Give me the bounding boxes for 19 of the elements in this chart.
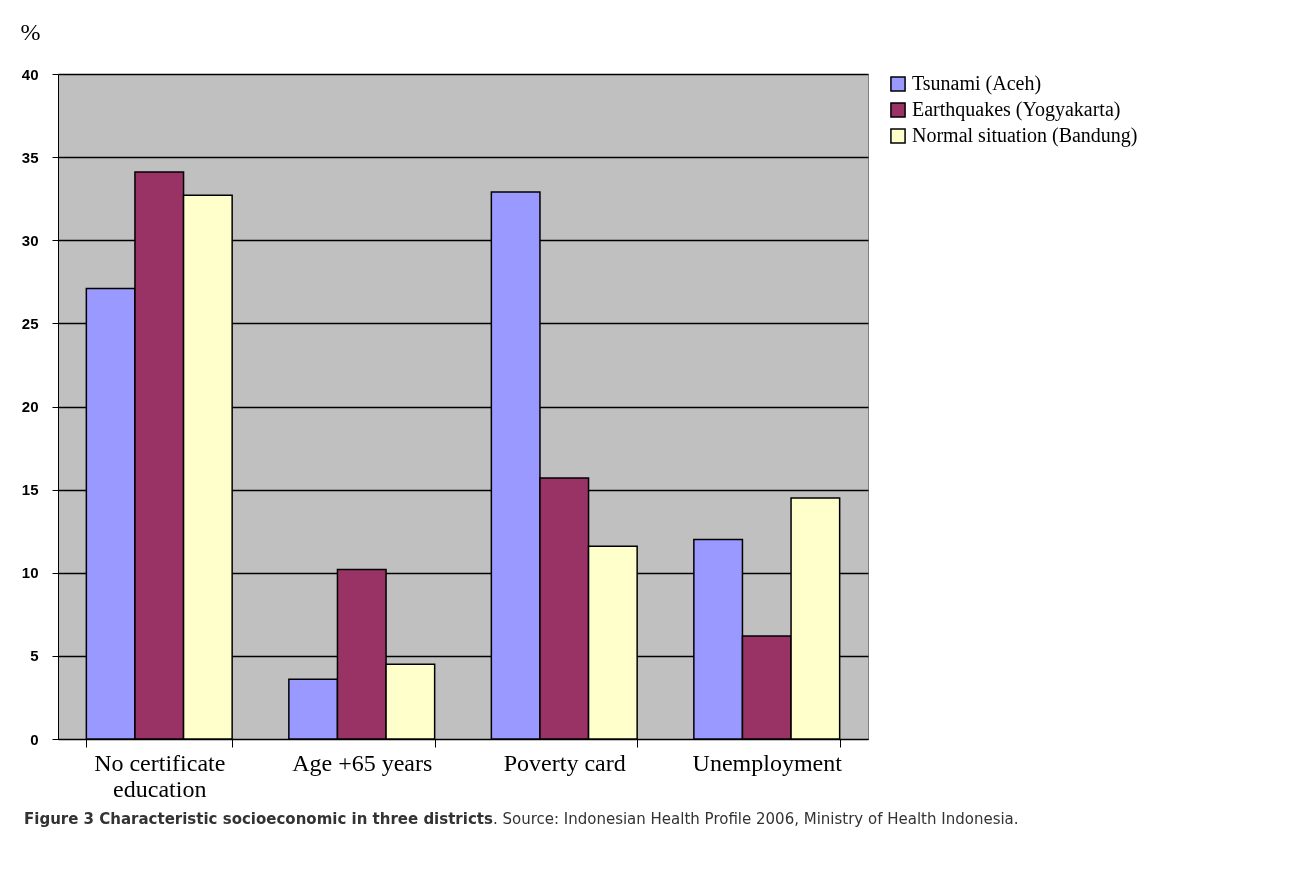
y-tick-label: 40: [21, 65, 39, 83]
y-tick-label: 20: [21, 398, 39, 415]
text: . Source: Indonesian Health Profile 2006, Ministry of Health Indonesia.: [492, 810, 1019, 828]
legend-label: Earthquakes (Yogyakarta): [912, 98, 1121, 121]
y-axis-title: %: [20, 18, 41, 45]
y-tick-label: 25: [21, 314, 39, 332]
x-tick-label: Poverty card: [503, 749, 626, 776]
x-tick-label: Age +65 years: [292, 749, 433, 776]
y-tick-label: 10: [21, 564, 39, 582]
x-tick-label: No certificate education: [94, 749, 226, 802]
y-tick-label: 30: [21, 231, 39, 249]
legend-label: Normal situation (Bandung): [912, 124, 1138, 147]
y-tick-label: 35: [21, 148, 39, 166]
y-tick-label: 0: [30, 730, 39, 748]
legend-label: Tsunami (Aceh): [912, 72, 1042, 95]
x-tick-label: Unemployment: [692, 749, 843, 776]
y-tick-label: 5: [30, 647, 39, 665]
y-tick-label: 15: [21, 481, 39, 499]
text: Figure 3 Characteristic socioeconomic in three districts: [24, 810, 493, 828]
